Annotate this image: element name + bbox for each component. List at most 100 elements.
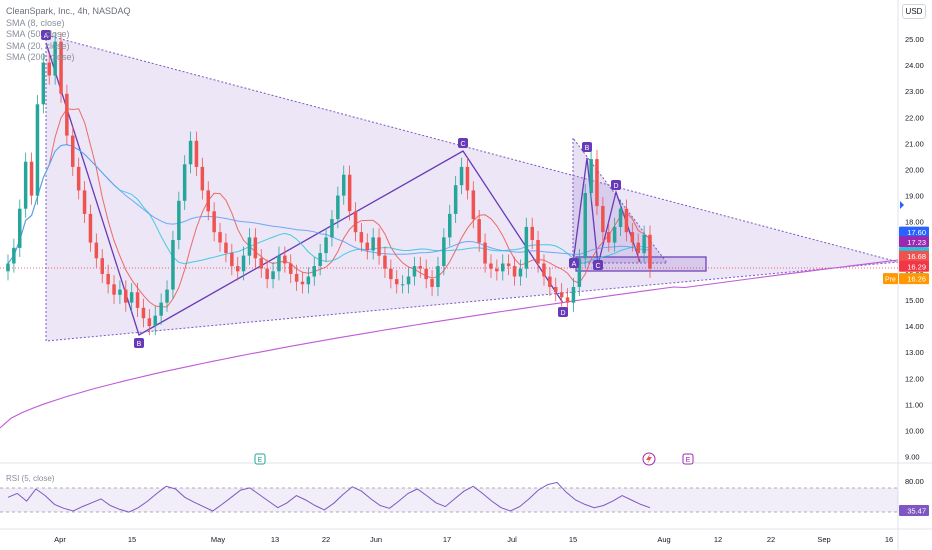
price-tick-label: 21.00 xyxy=(905,139,924,148)
candle-body xyxy=(212,211,216,233)
currency-button[interactable]: USD xyxy=(902,4,926,19)
candle-body xyxy=(265,268,269,280)
symbol-title[interactable]: CleanSpark, Inc., 4h, NASDAQ xyxy=(6,6,131,16)
candle-body xyxy=(359,232,364,243)
candle-body xyxy=(648,234,652,269)
pre-value-bg xyxy=(899,273,929,285)
pre-market-badge: Pre 16.26 xyxy=(883,273,929,285)
time-axis-label: Jun xyxy=(370,535,382,544)
candle-body xyxy=(53,41,57,76)
pattern-label-text: A xyxy=(572,261,577,268)
candle-body xyxy=(200,166,205,191)
price-tick-label: 20.00 xyxy=(905,166,924,175)
price-badge: 16.68 xyxy=(899,250,929,262)
candle-body xyxy=(589,159,593,193)
candle-body xyxy=(342,174,346,196)
candle-body xyxy=(501,263,505,272)
candle-body xyxy=(448,213,452,238)
pattern-label-b: B xyxy=(582,142,592,152)
time-axis-label: 15 xyxy=(128,535,136,544)
dividend-lightning-icon[interactable] xyxy=(642,452,656,466)
candle-body xyxy=(612,226,617,243)
candle-body xyxy=(153,315,157,327)
pattern-label-b: B xyxy=(134,338,144,348)
sma8-legend[interactable]: SMA (8, close) xyxy=(6,17,65,28)
candle-body xyxy=(312,266,316,277)
candle-body xyxy=(82,190,87,214)
pattern-label-bg xyxy=(558,307,568,317)
candle-body xyxy=(601,206,605,233)
earnings-event-icon[interactable]: E xyxy=(682,453,694,465)
candle-body xyxy=(283,255,287,264)
candle-body xyxy=(289,263,293,274)
sma20-legend[interactable]: SMA (20, close) xyxy=(6,40,70,51)
candle-body xyxy=(595,159,599,207)
price-tick-label: 11.00 xyxy=(905,400,923,409)
candle-body xyxy=(277,255,281,272)
candle-body xyxy=(471,190,476,220)
price-badge: 16.29 xyxy=(899,260,929,272)
sma200-legend[interactable]: SMA (200, close) xyxy=(6,52,75,62)
price-tick-label: 22.00 xyxy=(905,113,924,122)
candle-body xyxy=(624,208,629,233)
candle-body xyxy=(206,190,210,212)
candle-body xyxy=(271,271,275,280)
time-axis-label: Aug xyxy=(657,535,670,544)
price-badge: 17.60 xyxy=(899,226,929,238)
pattern-label-bg xyxy=(611,180,621,190)
rsi-legend[interactable]: RSI (5, close) xyxy=(6,474,55,483)
price-badge-bg xyxy=(899,226,929,238)
pattern-label-bg xyxy=(134,338,144,348)
price-badge-bg xyxy=(899,260,929,272)
candle-body xyxy=(636,242,640,253)
candle-body xyxy=(129,292,134,303)
pattern-label-text: B xyxy=(585,145,590,152)
candle-body xyxy=(194,140,199,167)
candle-body xyxy=(23,161,28,209)
candle-body xyxy=(459,166,464,186)
candle-body xyxy=(583,193,587,259)
candles xyxy=(6,32,652,336)
price-tick-label: 13.00 xyxy=(905,348,924,357)
candle-body xyxy=(18,208,22,248)
triangle-pattern xyxy=(45,34,899,342)
candle-body xyxy=(542,263,546,277)
rsi-level-label: 80.00 xyxy=(905,477,924,486)
candle-body xyxy=(518,268,523,277)
pattern-label-bg xyxy=(593,260,603,270)
candle-body xyxy=(65,93,69,136)
sma8-line xyxy=(7,108,651,308)
earnings-event-icon[interactable]: E xyxy=(254,453,266,465)
sma200-line xyxy=(0,259,899,429)
price-badge: 17.23 xyxy=(899,236,929,248)
time-axis-label: Apr xyxy=(54,535,66,544)
pattern-label-bg xyxy=(582,142,592,152)
price-tick-label: 9.00 xyxy=(905,453,920,462)
candle-body xyxy=(424,268,428,280)
candle-body xyxy=(642,234,646,254)
candle-body xyxy=(400,284,405,286)
earnings-event-bg xyxy=(254,453,266,465)
candle-body xyxy=(135,292,140,308)
rsi-band xyxy=(0,488,898,512)
time-axis-label: Jul xyxy=(507,535,517,544)
candle-body xyxy=(6,263,10,272)
candle-body xyxy=(59,41,63,94)
candle-body xyxy=(453,185,458,214)
candle-body xyxy=(147,318,152,327)
pattern-label-a: A xyxy=(41,30,51,40)
candle-body xyxy=(41,62,46,105)
rsi-value-badge: 35.47 xyxy=(899,505,929,516)
candle-body xyxy=(418,266,422,269)
sma50-legend[interactable]: SMA (50, close) xyxy=(6,29,70,39)
candle-body xyxy=(330,219,334,238)
time-axis-label: Sep xyxy=(817,535,830,544)
pattern-label-bg xyxy=(569,258,579,268)
candle-body xyxy=(536,240,540,264)
candle-body xyxy=(389,268,393,280)
price-tick-label: 10.00 xyxy=(905,427,924,436)
price-badge-text: 17.23 xyxy=(907,238,926,247)
candle-body xyxy=(548,276,552,287)
